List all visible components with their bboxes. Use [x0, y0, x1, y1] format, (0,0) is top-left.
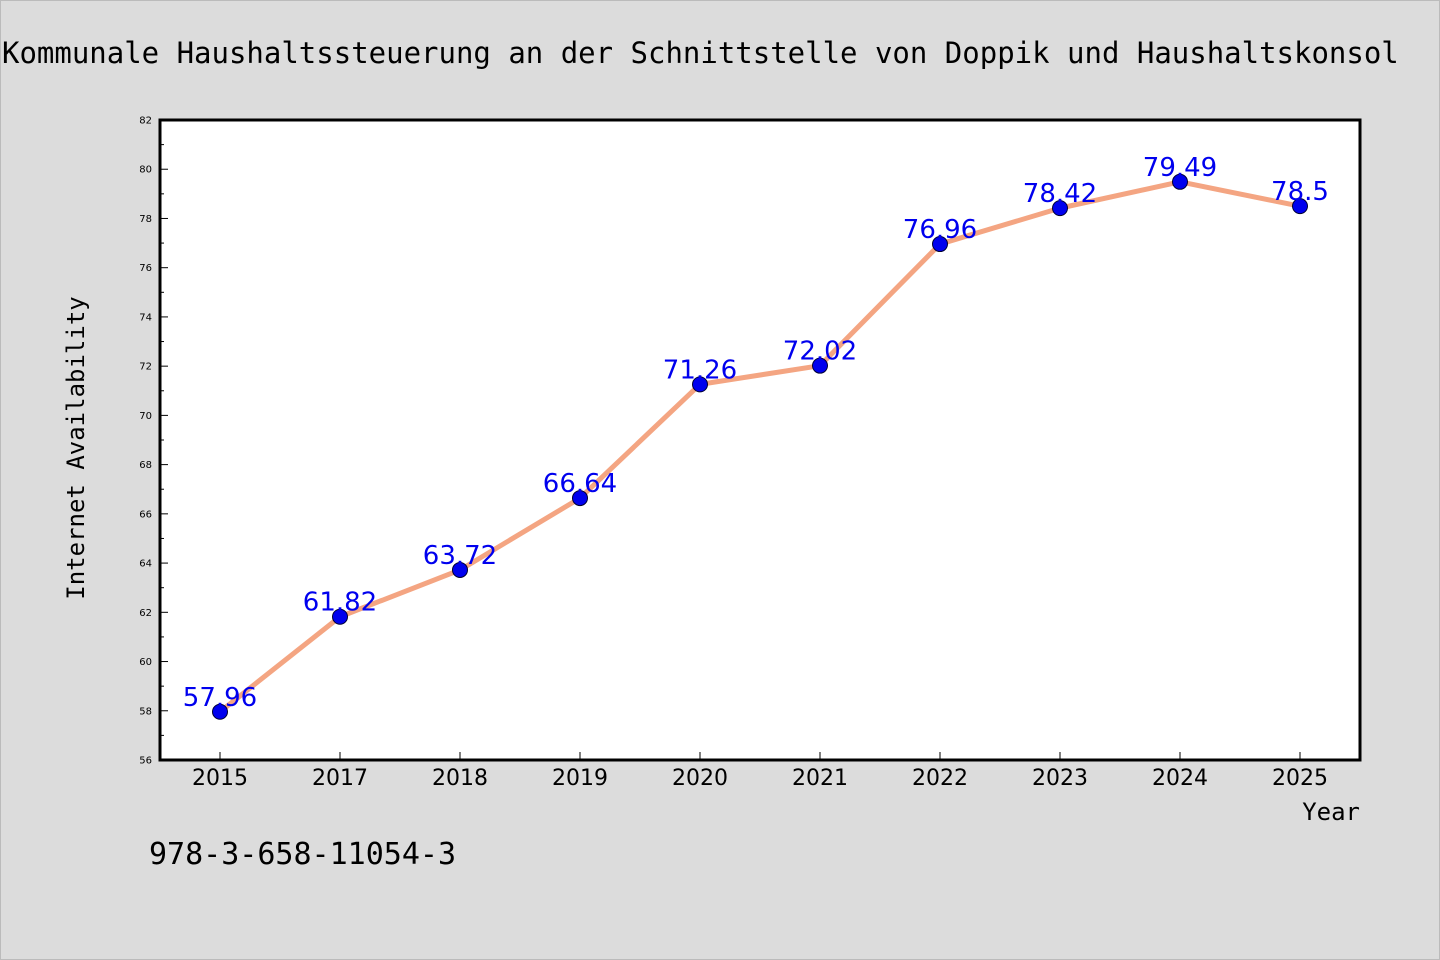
y-tick-label: 64	[139, 559, 152, 570]
y-tick-label: 78	[139, 214, 152, 225]
data-label-2024: 79.49	[1143, 153, 1217, 183]
plot-area	[160, 120, 1360, 760]
x-tick-label: 2017	[312, 766, 368, 791]
y-tick-label: 72	[139, 362, 152, 373]
x-tick-label: 2020	[672, 766, 728, 791]
chart-title: Kommunale Haushaltssteuerung an der Schn…	[2, 36, 1399, 70]
data-point-2018	[452, 561, 468, 578]
data-label-2020: 71.26	[663, 355, 737, 385]
data-label-2015: 57.96	[183, 683, 257, 713]
y-tick-label: 56	[139, 756, 152, 767]
y-axis-label: Internet Availability	[62, 296, 90, 599]
x-tick-label: 2022	[912, 766, 968, 791]
y-axis-ticks: 56 58 60 62 64 66 68 70 72 74 76 78 80 82	[139, 116, 168, 767]
y-tick-label: 58	[139, 706, 152, 717]
y-tick-label: 62	[139, 608, 152, 619]
data-label-2025: 78.5	[1271, 177, 1329, 207]
data-point-2019	[572, 490, 588, 507]
data-point-2024	[1172, 173, 1188, 190]
plot-frame	[158, 118, 1362, 762]
x-tick-label: 2018	[432, 766, 488, 791]
x-tick-label: 2025	[1272, 766, 1328, 791]
data-point-2023	[1052, 200, 1068, 217]
data-point-2022	[932, 236, 948, 253]
data-label-2022: 76.96	[903, 215, 977, 245]
data-label-2019: 66.64	[543, 469, 617, 499]
x-tick-label: 2021	[792, 766, 848, 791]
x-tick-label: 2015	[192, 766, 248, 791]
x-tick-label: 2019	[552, 766, 608, 791]
y-tick-label: 68	[139, 460, 152, 471]
data-markers	[212, 173, 1308, 720]
y-tick-label: 74	[139, 312, 152, 323]
data-label-2021: 72.02	[783, 337, 857, 367]
x-tick-label: 2023	[1032, 766, 1088, 791]
x-axis-ticks: 2015 2017 2018 2019 2020 2021 2022 2023 2024 2025	[192, 752, 1328, 791]
data-point-2025	[1292, 198, 1308, 215]
y-tick-label: 60	[139, 657, 152, 668]
isbn-annotation: 978-3-658-11054-3	[149, 837, 456, 872]
series-line	[218, 179, 1301, 714]
data-label-2018: 63.72	[423, 541, 497, 571]
y-tick-label: 82	[139, 116, 152, 127]
data-label-2017: 61.82	[303, 588, 377, 618]
data-point-2017	[332, 608, 348, 625]
y-tick-label: 80	[139, 165, 152, 176]
y-tick-label: 76	[139, 263, 152, 274]
data-point-2021	[812, 357, 828, 374]
y-tick-label: 66	[139, 509, 152, 520]
x-tick-label: 2024	[1152, 766, 1208, 791]
data-label-2023: 78.42	[1023, 179, 1097, 209]
data-point-2015	[212, 703, 228, 720]
data-point-2020	[692, 376, 708, 393]
x-axis-label: Year	[1302, 798, 1360, 826]
y-tick-label: 70	[139, 411, 152, 422]
data-labels: 57.96 61.82 63.72 66.64 71.26 72.02 76.96 78.42…	[183, 153, 1329, 713]
